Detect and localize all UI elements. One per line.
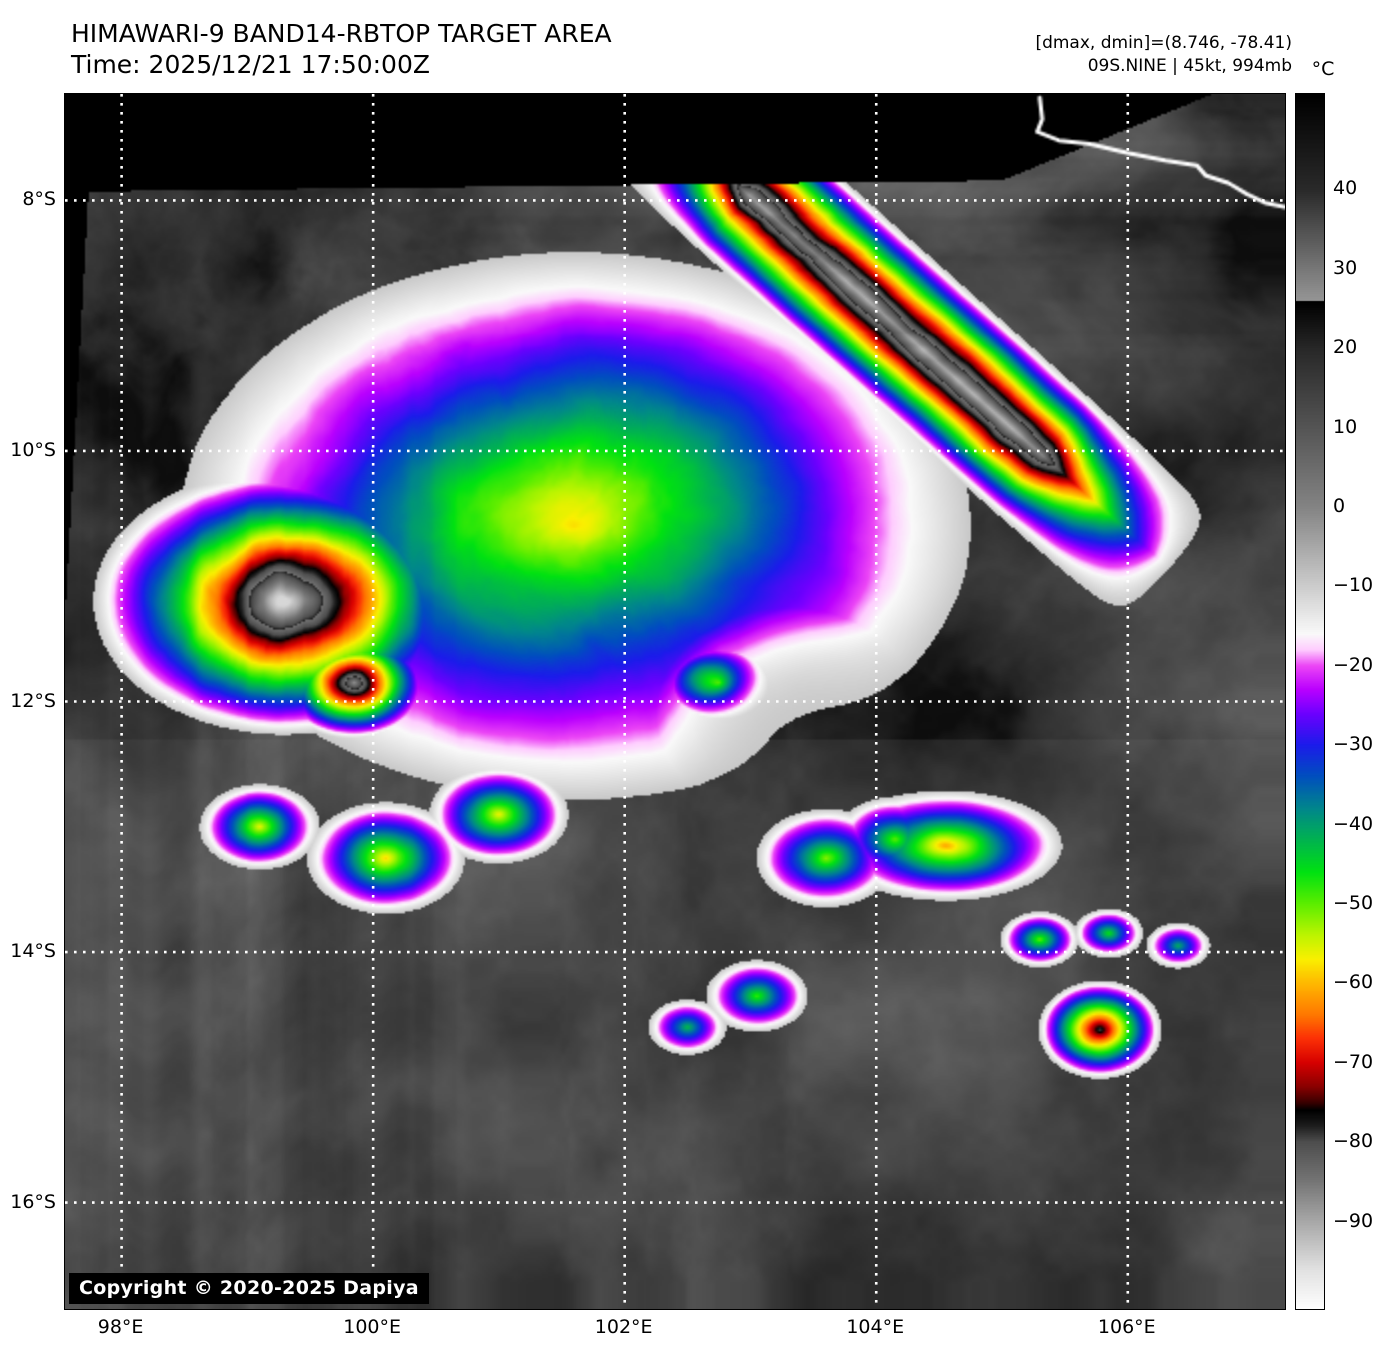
colorbar-gradient <box>1296 94 1324 1309</box>
satellite-image-plot: Copyright © 2020-2025 Dapiya <box>64 93 1286 1310</box>
colorbar-tick-label-5: −10 <box>1333 574 1374 597</box>
colorbar-tick-label-12: −80 <box>1333 1130 1374 1153</box>
x-tick-label-2: 102°E <box>594 1316 653 1338</box>
colorbar-tick-label-13: −90 <box>1333 1209 1374 1232</box>
colorbar-tick-label-11: −70 <box>1333 1050 1374 1073</box>
colorbar-tick-label-1: 30 <box>1333 256 1358 279</box>
y-tick-label-1: 10°S <box>10 438 56 461</box>
colorbar-tick-label-2: 20 <box>1333 336 1358 359</box>
x-tick-label-0: 98°E <box>97 1316 144 1338</box>
y-tick-label-2: 12°S <box>10 689 56 712</box>
colorbar-tick-label-7: −30 <box>1333 733 1374 756</box>
x-tick-label-3: 104°E <box>846 1316 905 1338</box>
colorbar-tick-label-10: −60 <box>1333 971 1374 994</box>
graticule-grid <box>65 94 1285 1309</box>
timestamp-label: Time: 2025/12/21 17:50:00Z <box>71 50 430 79</box>
y-tick-label-4: 16°S <box>10 1190 56 1213</box>
metadata-block: [dmax, dmin]=(8.746, -78.41) 09S.NINE | … <box>1035 32 1292 78</box>
colorbar-tick-label-8: −40 <box>1333 812 1374 835</box>
colorbar-tick-label-4: 0 <box>1333 494 1346 517</box>
page-title: HIMAWARI-9 BAND14-RBTOP TARGET AREA <box>71 19 612 48</box>
storm-info-label: 09S.NINE | 45kt, 994mb <box>1087 56 1292 76</box>
y-tick-label-3: 14°S <box>10 940 56 962</box>
colorbar-tick-label-9: −50 <box>1333 892 1374 914</box>
colorbar-unit-label: °C <box>1311 58 1335 80</box>
colorbar-tick-label-6: −20 <box>1333 653 1374 676</box>
x-tick-label-4: 106°E <box>1097 1316 1156 1338</box>
x-tick-label-1: 100°E <box>343 1316 402 1338</box>
y-tick-label-0: 8°S <box>22 188 56 211</box>
colorbar <box>1295 93 1325 1310</box>
colorbar-tick-label-3: 10 <box>1333 415 1358 438</box>
copyright-badge: Copyright © 2020-2025 Dapiya <box>69 1273 429 1304</box>
colorbar-tick-label-0: 40 <box>1333 177 1358 200</box>
title-block: HIMAWARI-9 BAND14-RBTOP TARGET AREA Time… <box>71 18 612 80</box>
satellite-imagery-canvas <box>65 94 1285 1309</box>
dmax-dmin-label: [dmax, dmin]=(8.746, -78.41) <box>1035 33 1292 53</box>
